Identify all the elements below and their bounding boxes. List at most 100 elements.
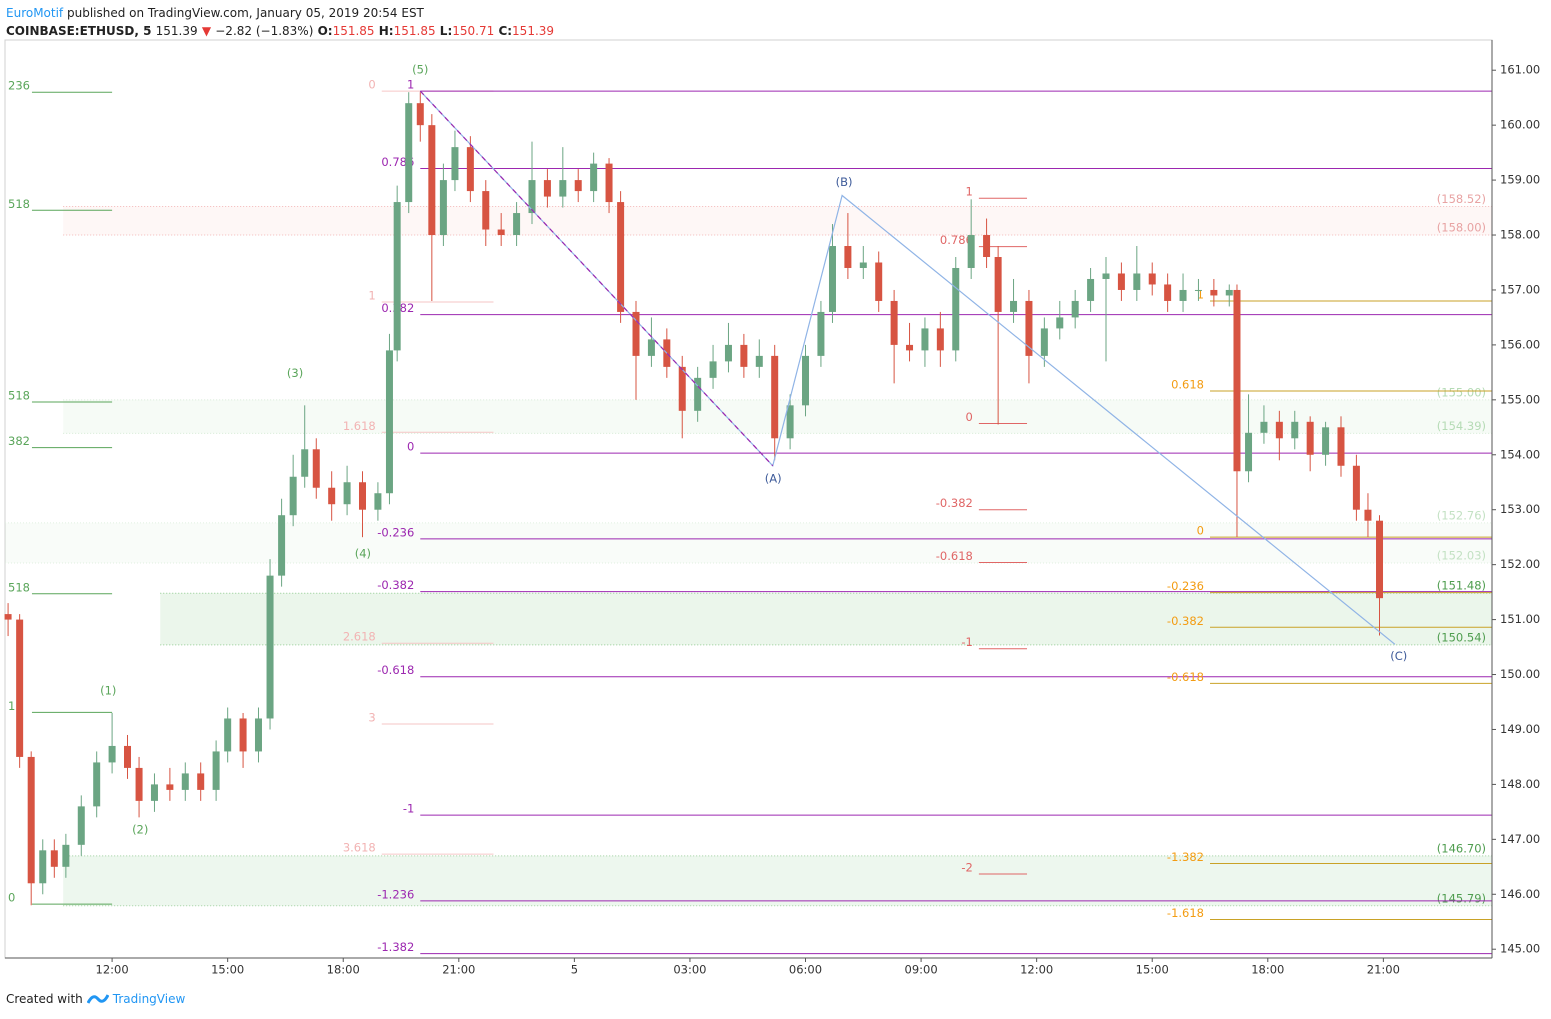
- zone-label: (155.00): [1437, 385, 1486, 399]
- candle-body: [343, 482, 351, 505]
- candle-body: [771, 355, 779, 439]
- fib-label: -1: [961, 635, 972, 649]
- candle-body: [278, 515, 286, 576]
- fib-label: 1: [8, 699, 15, 713]
- candle-body: [135, 767, 143, 801]
- open: 151.85: [332, 24, 375, 38]
- wave-line: [419, 90, 774, 467]
- candle-body: [374, 493, 382, 510]
- fib-label: 236: [8, 79, 30, 93]
- fib-label: 0: [368, 78, 375, 92]
- candle-body: [150, 784, 158, 801]
- candle-body: [605, 163, 613, 203]
- zone-label: (145.79): [1437, 891, 1486, 905]
- candle-body: [212, 751, 220, 790]
- fib-label: 382: [8, 434, 30, 448]
- candle-body: [590, 163, 598, 192]
- published: published on TradingView.com, January 05…: [63, 6, 424, 20]
- fib-label: -0.236: [377, 525, 414, 539]
- candle-body: [906, 344, 914, 351]
- wave-label: (5): [412, 63, 428, 77]
- candle-body: [289, 476, 297, 516]
- candle-body: [328, 487, 336, 505]
- candle-body: [936, 328, 944, 351]
- y-tick-label: 156.00: [1500, 337, 1540, 351]
- candle-body: [890, 300, 898, 345]
- x-tick-label: 5: [571, 963, 578, 977]
- x-tick-label: 21:00: [442, 963, 475, 977]
- zone-label: (158.00): [1437, 221, 1486, 235]
- candle-body: [1071, 300, 1079, 318]
- fib-label: 1.618: [343, 419, 376, 433]
- last-price: 151.39: [155, 24, 198, 38]
- candle-body: [266, 575, 274, 719]
- fib-label: 1: [368, 289, 375, 303]
- fib-label: 1: [1197, 287, 1204, 301]
- candle-body: [1352, 465, 1360, 510]
- author[interactable]: EuroMotif: [6, 6, 64, 20]
- y-tick-label: 155.00: [1500, 392, 1540, 406]
- candle-body: [1210, 289, 1218, 296]
- candle-body: [451, 147, 459, 181]
- candle-body: [108, 745, 116, 763]
- wave-label: (B): [836, 175, 853, 189]
- fib-label: 1: [966, 185, 973, 199]
- fib-label: 518: [8, 580, 30, 594]
- candle-body: [482, 191, 490, 230]
- candle-body: [755, 355, 763, 367]
- arrow: ▼: [201, 24, 212, 38]
- candle-body: [1275, 421, 1283, 439]
- candle-body: [1306, 421, 1314, 455]
- candle-body: [983, 235, 991, 258]
- wave-label: (1): [100, 684, 116, 698]
- x-tick-label: 09:00: [905, 963, 938, 977]
- zone-label: (151.48): [1437, 579, 1486, 593]
- x-tick-label: 18:00: [1251, 963, 1284, 977]
- y-tick-label: 152.00: [1500, 557, 1540, 571]
- candle-body: [632, 311, 640, 356]
- candle-body: [181, 773, 189, 790]
- y-tick-label: 158.00: [1500, 228, 1540, 242]
- zone: [63, 206, 1493, 236]
- zone-label: (146.70): [1437, 841, 1486, 855]
- y-tick-label: 161.00: [1500, 63, 1540, 77]
- candle-body: [1194, 289, 1202, 291]
- candle-body: [740, 344, 748, 367]
- fib-label: -0.382: [1167, 614, 1204, 628]
- y-tick-label: 160.00: [1500, 118, 1540, 132]
- brand[interactable]: TradingView: [112, 992, 186, 1006]
- y-tick-label: 153.00: [1500, 502, 1540, 516]
- candle-body: [967, 235, 975, 268]
- candle-body: [16, 619, 24, 757]
- symbol: COINBASE:ETHUSD, 5: [6, 24, 152, 38]
- candle-body: [416, 103, 424, 126]
- candle-body: [27, 756, 35, 884]
- zone-label: (152.76): [1437, 508, 1486, 522]
- candle-body: [224, 718, 232, 752]
- wave-label: (3): [287, 366, 303, 380]
- created-with: Created with: [6, 992, 83, 1006]
- candle-body: [1025, 300, 1033, 356]
- candle-body: [1233, 289, 1241, 472]
- fib-label: -0.236: [1167, 579, 1204, 593]
- candle-body: [77, 806, 85, 845]
- candle-body: [724, 344, 732, 362]
- candle-body: [50, 850, 58, 867]
- fib-label: 518: [8, 197, 30, 211]
- low: 150.71: [452, 24, 495, 38]
- candle-body: [1010, 300, 1018, 312]
- fib-label: -0.618: [377, 663, 414, 677]
- candle-body: [1179, 289, 1187, 301]
- x-tick-label: 03:00: [673, 963, 706, 977]
- zone-label: (154.39): [1437, 419, 1486, 433]
- wave-label: (C): [1390, 649, 1407, 663]
- candle-body: [1148, 273, 1156, 285]
- logo: [86, 994, 109, 1004]
- zone-label: (150.54): [1437, 630, 1486, 644]
- x-tick-label: 15:00: [1136, 963, 1169, 977]
- x-tick-label: 18:00: [327, 963, 360, 977]
- candle-body: [1322, 427, 1330, 455]
- candle-body: [994, 257, 1002, 312]
- zone-label: (158.52): [1437, 192, 1486, 206]
